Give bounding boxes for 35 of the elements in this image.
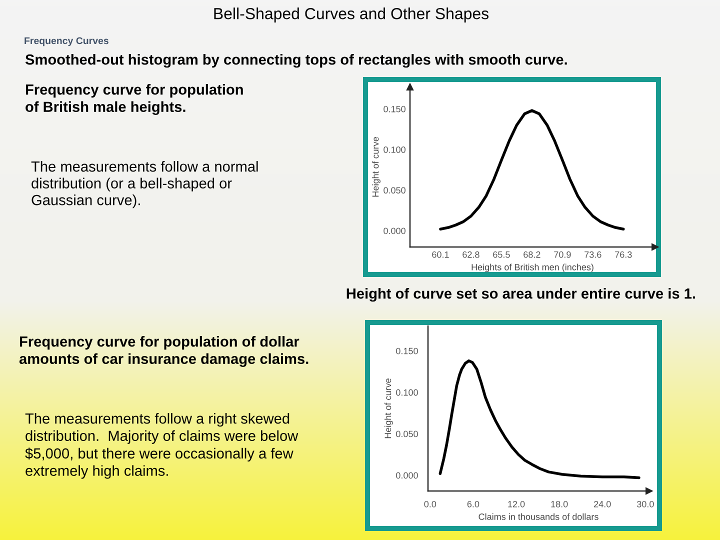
text: The measurements follow a right skewed distribution. Majority of claims were below $5,000, but there were occasionally a few extremely high claims. <box>25 413 298 479</box>
x-tick-label: 62.8 <box>462 251 480 258</box>
x-tick-label: 70.9 <box>554 251 571 258</box>
y-tick-label: 0.050 <box>384 187 406 194</box>
x-tick-label: 73.6 <box>584 251 602 258</box>
y-tick-label: 0.150 <box>396 348 418 354</box>
y-tick-label: 0.000 <box>396 472 418 479</box>
line-series <box>438 359 640 480</box>
y-axis-title: Height of curve <box>372 137 380 197</box>
x-tick-label: 68.2 <box>524 251 540 258</box>
text: Height of curve set so area under entire curve is 1. <box>346 288 696 302</box>
text: The measurements follow a normal distribution (or a bell-shaped or Gaussian curve). <box>31 161 258 208</box>
text: Frequency curve for population of dollar amounts of car insurance damage claims. <box>19 336 308 367</box>
x-axis-title: Claims in thousands of dollars <box>478 513 598 520</box>
y-tick-label: 0.050 <box>396 430 418 438</box>
x-tick-label: 30.0 <box>636 500 654 508</box>
text: Smoothed-out histogram by connecting tops of rectangles with smooth curve. <box>25 54 567 68</box>
x-tick-label: 12.0 <box>508 500 525 508</box>
x-tick-label: 6.0 <box>467 500 480 508</box>
x-tick-label: 0.0 <box>424 500 436 508</box>
x-tick-label: 76.3 <box>615 251 632 258</box>
y-tick-label: 0.100 <box>384 146 406 153</box>
y-tick-label: 0.100 <box>396 389 418 396</box>
chart-title: Bell-Shaped Curves and Other Shapes <box>214 8 488 22</box>
line-series <box>439 109 625 231</box>
text: Frequency curve for population of British male heights. <box>26 84 243 115</box>
x-tick-label: 18.0 <box>551 500 568 508</box>
y-tick-label: 0.150 <box>384 106 406 112</box>
x-axis-title: Heights of British men (inches) <box>472 264 594 272</box>
x-tick-label: 65.5 <box>493 251 510 258</box>
text: Frequency Curves <box>24 37 108 46</box>
y-axis-title: Height of curve <box>384 378 393 438</box>
y-tick-label: 0.000 <box>384 228 406 234</box>
x-tick-label: 24.0 <box>594 500 611 508</box>
x-tick-label: 60.1 <box>432 251 449 258</box>
